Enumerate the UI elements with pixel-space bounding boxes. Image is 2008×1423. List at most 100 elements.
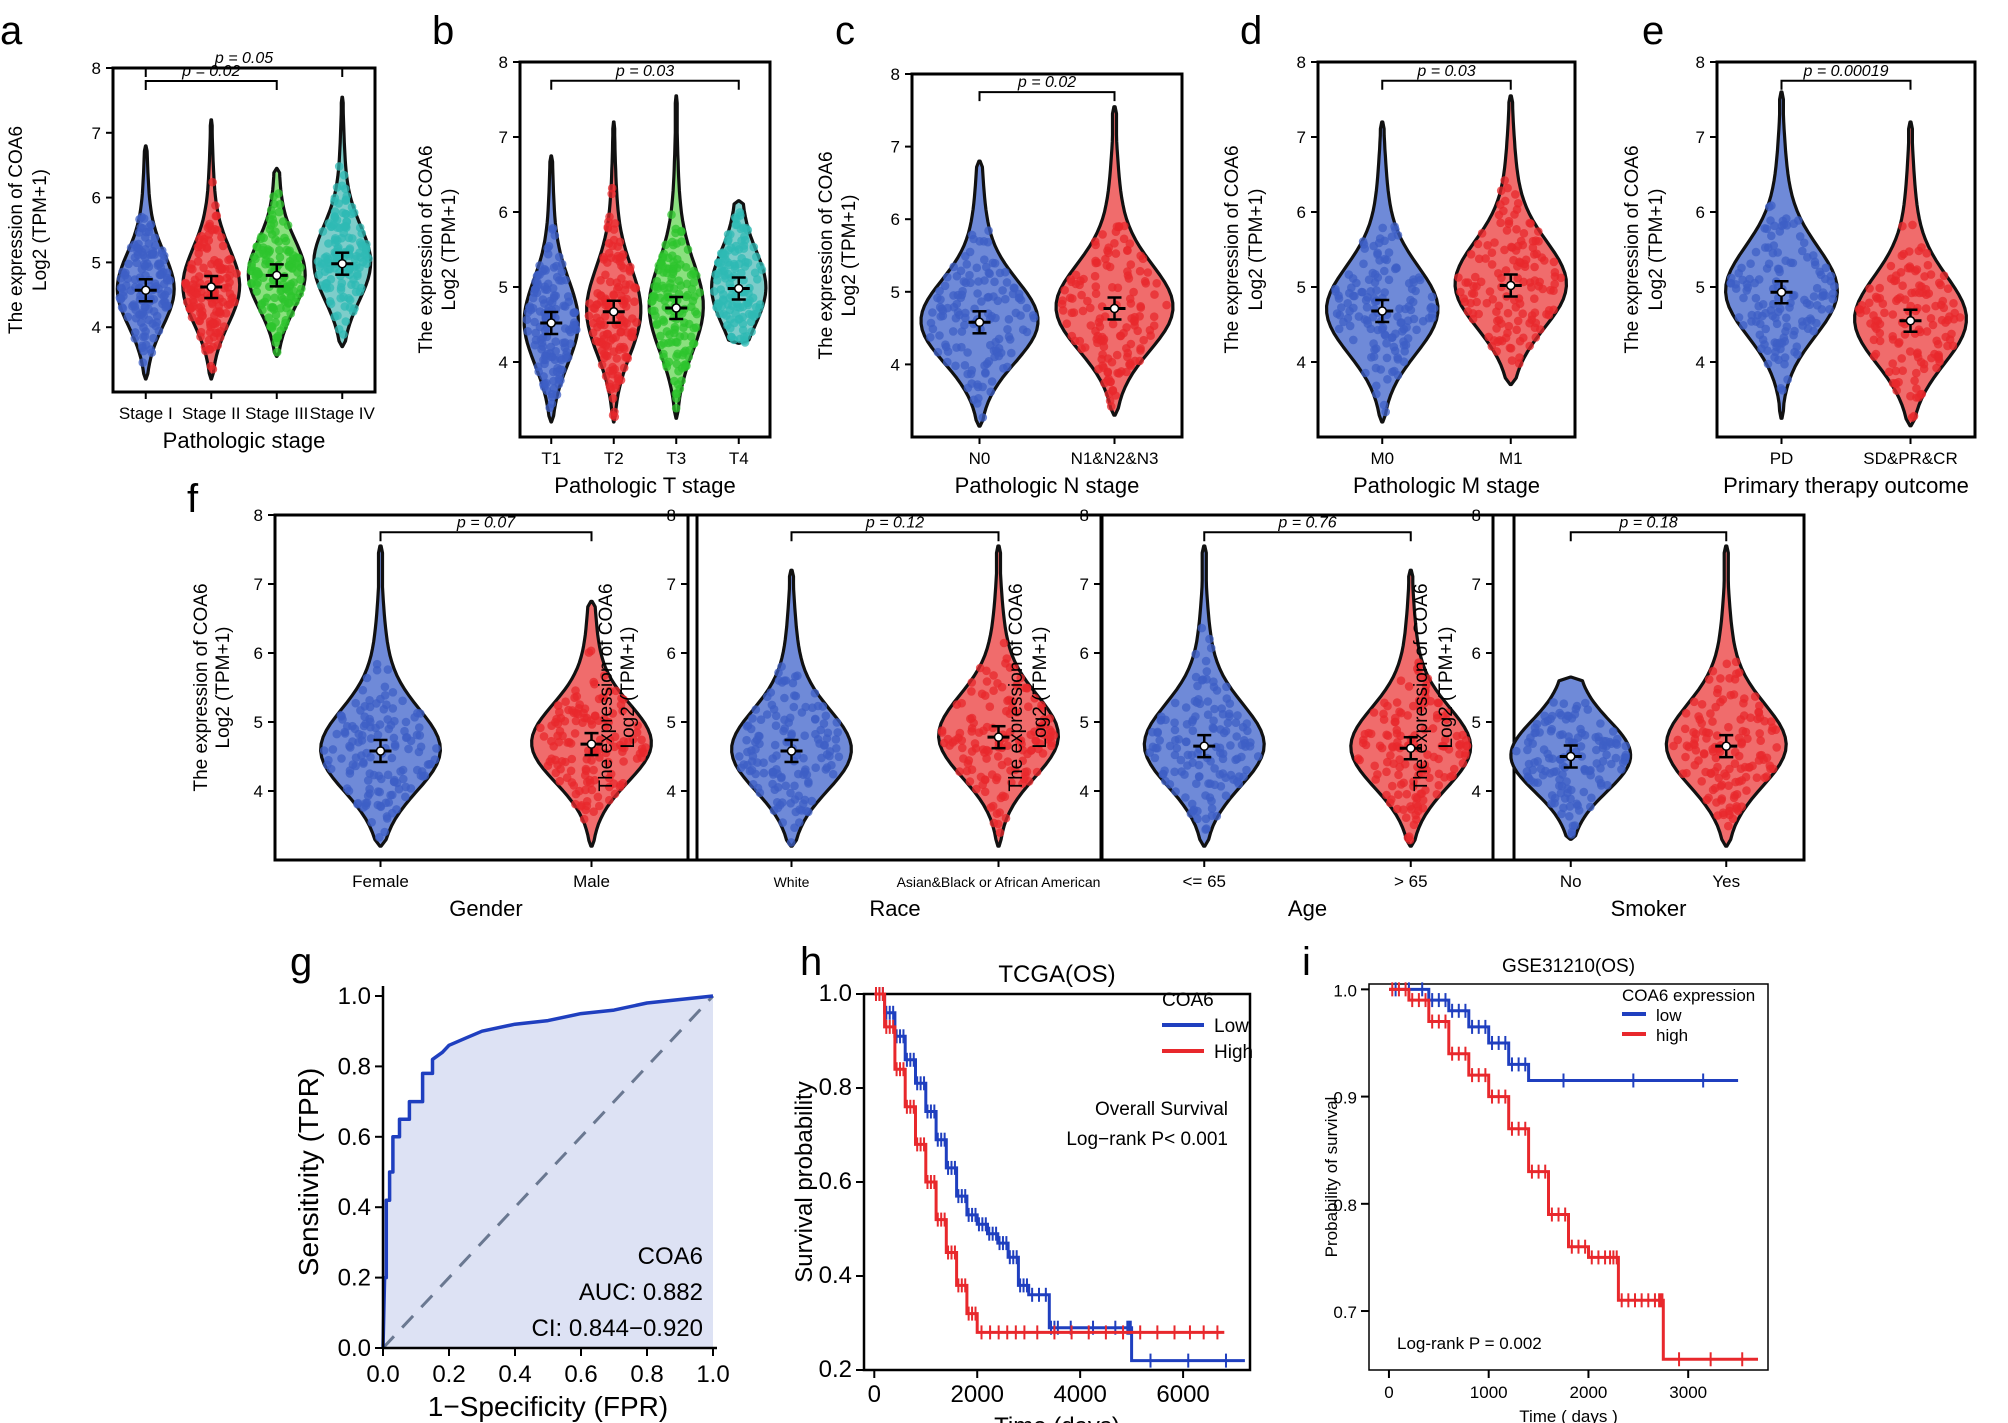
violin-panel-b: b 4 5 6 7 8 The expression of COA6 Log2 (TPM+1)… bbox=[416, 9, 772, 498]
y-tick-label: 5 bbox=[667, 713, 676, 732]
y-axis-label-unit: Log2 (TPM+1) bbox=[1646, 189, 1667, 311]
y-tick-label: 5 bbox=[891, 283, 900, 302]
y-tick-label: 5 bbox=[1297, 278, 1306, 297]
y-tick-label: 8 bbox=[254, 506, 263, 525]
median-marker bbox=[1721, 741, 1731, 751]
y-tick-label: 7 bbox=[891, 138, 900, 157]
y-axis-label: The expression of COA6 bbox=[816, 151, 837, 359]
y-axis-label: Sensitivity (TPR) bbox=[293, 1068, 324, 1276]
y-tick-label: 8 bbox=[1696, 53, 1705, 72]
y-tick-label: 5 bbox=[499, 278, 508, 297]
x-tick-label: 0 bbox=[868, 1381, 881, 1408]
p-value-label: p = 0.76 bbox=[1277, 514, 1336, 531]
y-axis-label-unit: Log2 (TPM+1) bbox=[839, 195, 860, 317]
y-tick-label: 5 bbox=[1080, 713, 1089, 732]
median-marker bbox=[375, 746, 386, 756]
y-axis-label: The expression of COA6 bbox=[596, 583, 617, 791]
violin-panel-d: d 4 5 6 7 8 The expression of COA6 Log2 (TPM+1)… bbox=[1222, 9, 1577, 498]
x-tick-label: <= 65 bbox=[1183, 872, 1227, 891]
x-tick-label: > 65 bbox=[1394, 872, 1428, 891]
y-tick-label: 7 bbox=[1297, 128, 1306, 147]
median-marker bbox=[206, 282, 216, 292]
x-axis-label: Time ( days ) bbox=[1519, 1407, 1618, 1423]
x-axis-label: 1−Specificity (FPR) bbox=[428, 1391, 668, 1422]
y-tick-label: 4 bbox=[254, 782, 263, 801]
y-tick-label: 7 bbox=[254, 575, 263, 594]
x-tick-label: PD bbox=[1770, 449, 1794, 468]
y-axis-label-unit: Log2 (TPM+1) bbox=[618, 627, 639, 749]
y-tick-label: 0.0 bbox=[338, 1335, 371, 1362]
x-tick-label: 0.0 bbox=[366, 1361, 399, 1388]
y-tick-label: 5 bbox=[1696, 278, 1705, 297]
y-tick-label: 8 bbox=[891, 65, 900, 84]
p-value-label: p = 0.00019 bbox=[1803, 63, 1889, 80]
y-tick-label: 7 bbox=[667, 575, 676, 594]
censor-marks bbox=[875, 987, 1227, 1368]
legend-label: high bbox=[1656, 1026, 1688, 1045]
median-marker bbox=[586, 739, 597, 749]
significance-bracket bbox=[1381, 79, 1512, 90]
plot-frame bbox=[1368, 983, 1769, 1371]
x-tick-label: 6000 bbox=[1156, 1381, 1209, 1408]
plot-frame bbox=[910, 72, 1184, 439]
y-tick-label: 8 bbox=[499, 53, 508, 72]
y-tick-label: 6 bbox=[499, 203, 508, 222]
data-points bbox=[1454, 176, 1566, 368]
y-tick-label: 6 bbox=[891, 210, 900, 229]
survival-curve-low bbox=[874, 992, 1245, 1363]
y-tick-label: 7 bbox=[92, 124, 101, 143]
x-tick-label: White bbox=[774, 874, 810, 890]
violin-m1 bbox=[1453, 94, 1568, 387]
plot-frame bbox=[1491, 513, 1806, 862]
y-axis-label: The expression of COA6 bbox=[1222, 145, 1243, 353]
median-marker bbox=[671, 303, 681, 313]
x-tick-label: N1&N2&N3 bbox=[1071, 449, 1159, 468]
reference-diagonal bbox=[381, 994, 715, 1350]
roc-curve bbox=[381, 994, 714, 1349]
y-axis-label: The expression of COA6 bbox=[1006, 583, 1027, 791]
x-tick-label: 0.6 bbox=[564, 1361, 597, 1388]
y-axis-label: The expression of COA6 bbox=[6, 126, 27, 334]
significance-bracket bbox=[550, 79, 740, 90]
y-axis-label-unit: Log2 (TPM+1) bbox=[1246, 189, 1267, 311]
y-tick-label: 4 bbox=[891, 355, 900, 374]
p-value-label: p = 0.18 bbox=[1618, 514, 1677, 531]
x-tick-label: 1.0 bbox=[696, 1361, 729, 1388]
x-axis-label: Pathologic M stage bbox=[1353, 473, 1540, 498]
y-axis-label-unit: Log2 (TPM+1) bbox=[1030, 627, 1051, 749]
y-axis-label: Probability of survival bbox=[1322, 1097, 1341, 1258]
x-axis-label: Primary therapy outcome bbox=[1723, 473, 1969, 498]
y-tick-label: 5 bbox=[92, 253, 101, 272]
median-marker bbox=[272, 270, 282, 281]
median-marker bbox=[734, 283, 744, 294]
median-marker bbox=[1566, 751, 1576, 762]
significance-bracket bbox=[1780, 79, 1912, 90]
median-marker bbox=[609, 307, 619, 317]
significance-bracket bbox=[144, 67, 344, 77]
y-tick-label: 7 bbox=[1696, 128, 1705, 147]
panel-letter: d bbox=[1240, 9, 1262, 53]
legend-label: Low bbox=[1214, 1016, 1249, 1037]
median-marker bbox=[993, 732, 1004, 742]
data-points bbox=[1057, 221, 1171, 411]
panel-letter: c bbox=[835, 9, 855, 53]
x-tick-label: 0.8 bbox=[630, 1361, 663, 1388]
median-marker bbox=[1905, 316, 1916, 326]
y-tick-label: 0.4 bbox=[338, 1194, 371, 1221]
x-tick-label: 0.4 bbox=[498, 1361, 531, 1388]
x-tick-label: M0 bbox=[1370, 449, 1394, 468]
violin-panel-f4: 4 5 6 7 8 The expression of COA6 Log2 (TPM+1) N… bbox=[1411, 506, 1806, 921]
legend-title: COA6 bbox=[1162, 990, 1214, 1011]
censor-marks bbox=[875, 987, 1219, 1340]
data-points bbox=[115, 212, 175, 367]
panel-letter: g bbox=[290, 940, 312, 984]
survival-curve-high bbox=[874, 992, 1225, 1334]
legend-label: High bbox=[1214, 1042, 1253, 1063]
y-tick-label: 4 bbox=[1472, 782, 1481, 801]
y-tick-label: 5 bbox=[1472, 713, 1481, 732]
data-points bbox=[246, 189, 306, 357]
y-tick-label: 6 bbox=[1472, 644, 1481, 663]
violin-panel-c: c 4 5 6 7 8 The expression of COA6 Log2 (TPM+1)… bbox=[816, 9, 1184, 498]
violin-pd bbox=[1724, 90, 1839, 420]
